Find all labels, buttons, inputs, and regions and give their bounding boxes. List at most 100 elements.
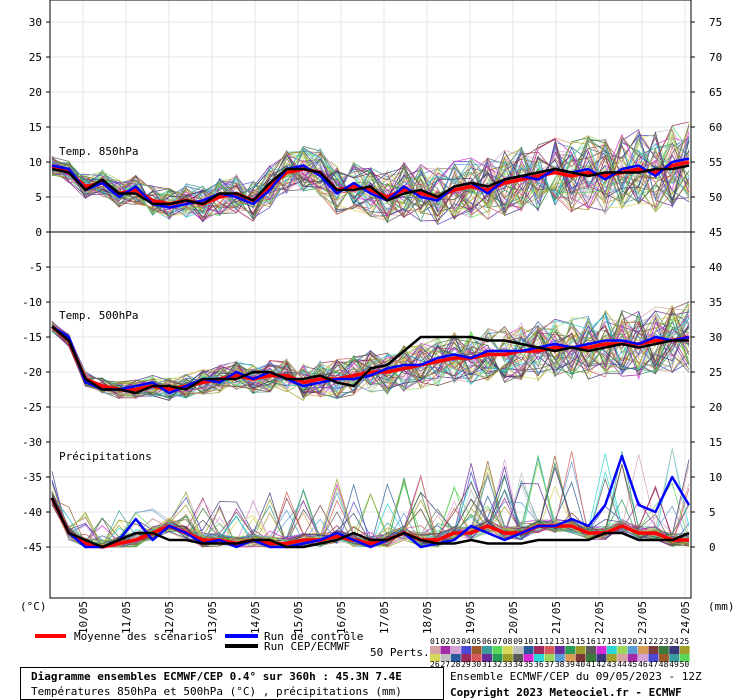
- grid-layer: [50, 0, 691, 598]
- pert-number-bottom: 26: [430, 660, 440, 669]
- pert-number-top: 23: [659, 637, 669, 646]
- member-line: [51, 139, 690, 219]
- left-tick-label: -30: [22, 436, 42, 449]
- pert-swatch: [565, 654, 576, 662]
- pert-number-top: 11: [534, 637, 544, 646]
- pert-swatch: [565, 646, 576, 654]
- pert-number-top: 14: [565, 637, 575, 646]
- panel-title-t500: Temp. 500hPa: [59, 309, 138, 322]
- left-tick-label: 10: [29, 156, 42, 169]
- pert-number-bottom: 50: [680, 660, 690, 669]
- pert-number-top: 05: [472, 637, 482, 646]
- member-line: [51, 309, 690, 395]
- pert-number-bottom: 43: [607, 660, 617, 669]
- legend-label-control: Run de contrôle: [264, 630, 363, 643]
- pert-swatch: [461, 654, 472, 662]
- left-axis-unit: (°C): [20, 600, 47, 613]
- perturbation-key: 01 26 02 27 03 28 04 29 05 30 06 31 07 32 08 33 09 34 10 35…: [430, 637, 690, 669]
- pert-number-top: 10: [524, 637, 534, 646]
- right-tick-label: 40: [709, 261, 722, 274]
- member-line: [51, 140, 690, 221]
- pert-number-top: 06: [482, 637, 492, 646]
- pert-number-bottom: 35: [524, 660, 534, 669]
- date-tick-label: 21/05: [550, 601, 563, 634]
- right-tick-label: 70: [709, 51, 722, 64]
- right-tick-label: 5: [709, 506, 716, 519]
- pert-swatch: [586, 654, 596, 662]
- pert-number-top: 16: [586, 637, 596, 646]
- pert-swatch: [513, 646, 524, 654]
- left-tick-label: 25: [29, 51, 42, 64]
- pert-swatch: [627, 654, 638, 662]
- pert-number-top: 01: [430, 637, 440, 646]
- right-tick-label: 50: [709, 191, 722, 204]
- chart-caption-title: Diagramme ensembles ECMWF/CEP 0.4° sur 3…: [31, 670, 402, 683]
- date-tick-label: 24/05: [679, 601, 692, 634]
- pert-number-top: 04: [461, 637, 471, 646]
- pert-swatch: [544, 654, 555, 662]
- pert-swatch: [627, 646, 638, 654]
- pert-number-bottom: 47: [648, 660, 658, 669]
- perts-label: 50 Perts.: [370, 646, 430, 659]
- left-tick-label: 20: [29, 86, 42, 99]
- right-tick-label: 55: [709, 156, 722, 169]
- right-axis-unit: (mm): [708, 600, 735, 613]
- pert-swatch: [606, 646, 617, 654]
- date-tick-label: 11/05: [120, 601, 133, 634]
- right-tick-label: 10: [709, 471, 722, 484]
- pert-number-top: 21: [638, 637, 648, 646]
- left-tick-label: -35: [22, 471, 42, 484]
- right-tick-label: 15: [709, 436, 722, 449]
- pert-swatch: [575, 654, 586, 662]
- pert-swatch: [492, 646, 503, 654]
- plot-frame: [49, 0, 692, 599]
- left-tick-label: -20: [22, 366, 42, 379]
- date-tick-label: 23/05: [636, 601, 649, 634]
- axis-layer: 302520151050-5-10-15-20-25-30-35-40-4575…: [22, 0, 722, 634]
- pert-swatch: [679, 654, 690, 662]
- series-line-t500: [51, 325, 689, 395]
- pert-swatch: [679, 646, 690, 654]
- member-line: [51, 315, 690, 399]
- pert-number-top: 02: [440, 637, 450, 646]
- left-tick-label: 15: [29, 121, 42, 134]
- pert-number-top: 07: [492, 637, 502, 646]
- pert-swatch: [502, 654, 513, 662]
- pert-number-bottom: 40: [576, 660, 586, 669]
- pert-number-top: 19: [617, 637, 627, 646]
- pert-swatch: [658, 646, 669, 654]
- series-line-precip: [50, 497, 689, 549]
- right-tick-label: 20: [709, 401, 722, 414]
- panel-title-precip: Précipitations: [59, 450, 152, 463]
- series-line-precip: [50, 497, 690, 549]
- legend-label-oper: Run CEP/ECMWF: [264, 640, 350, 653]
- pert-number-bottom: 33: [503, 660, 513, 669]
- main-series-lines: [50, 157, 691, 549]
- date-tick-label: 16/05: [335, 601, 348, 634]
- right-tick-label: 35: [709, 296, 722, 309]
- pert-swatch: [502, 646, 513, 654]
- pert-swatch: [617, 646, 628, 654]
- pert-number-bottom: 37: [544, 660, 554, 669]
- series-line-t850: [51, 164, 690, 206]
- pert-swatch: [471, 654, 482, 662]
- pert-swatch: [482, 646, 492, 654]
- member-line: [51, 315, 690, 397]
- member-line: [51, 125, 690, 216]
- pert-number-bottom: 44: [617, 660, 627, 669]
- pert-swatch: [461, 646, 472, 654]
- left-tick-label: -10: [22, 296, 42, 309]
- pert-swatch: [492, 654, 503, 662]
- pert-number-top: 25: [680, 637, 690, 646]
- date-tick-label: 14/05: [249, 601, 262, 634]
- pert-number-bottom: 32: [492, 660, 502, 669]
- pert-swatch: [471, 646, 482, 654]
- pert-swatch: [430, 646, 440, 654]
- date-tick-label: 22/05: [593, 601, 606, 634]
- pert-swatch: [648, 654, 659, 662]
- member-line: [51, 137, 690, 223]
- pert-number-bottom: 31: [482, 660, 492, 669]
- pert-swatch: [513, 654, 524, 662]
- left-tick-label: -5: [29, 261, 42, 274]
